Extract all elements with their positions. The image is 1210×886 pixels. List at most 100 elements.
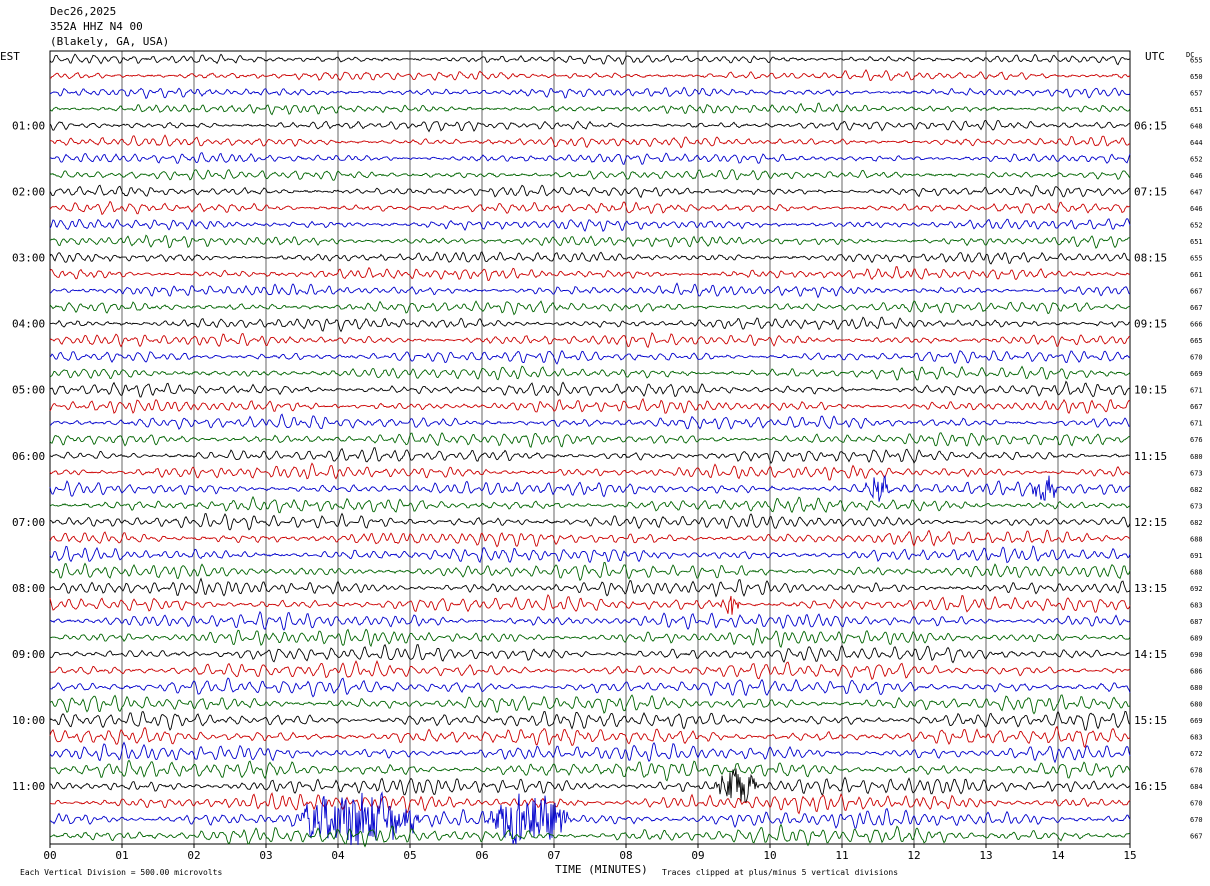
trace-row-36 [49,643,1131,664]
x-tick-label: 04 [331,849,345,862]
x-tick-label: 12 [907,849,920,862]
trace-row-6 [49,152,1131,166]
trace-row-18 [49,349,1131,365]
trace-row-8 [49,184,1131,199]
trace-row-24 [49,447,1131,465]
trace-row-35 [49,627,1131,648]
trace-row-30 [49,545,1131,564]
trace-row-10 [49,218,1131,232]
trace-row-9 [49,200,1131,216]
dc-offset-label: 680 [1190,684,1203,692]
trace-row-27 [49,495,1131,514]
est-hour-label: 10:00 [12,714,45,727]
dc-offset-label: 650 [1190,73,1203,81]
dc-offset-label: 652 [1190,155,1203,163]
utc-hour-label: 16:15 [1134,780,1167,793]
trace-row-38 [49,677,1131,698]
label-group: 01:00 06:15 02:00 07:15 03:00 08:15 04:00 09:15… [12,56,1203,862]
station-date: Dec26,2025 [50,5,117,18]
trace-group [49,53,1131,848]
trace-row-5 [49,134,1131,149]
dc-offset-label: 686 [1190,668,1203,676]
est-hour-label: 05:00 [12,384,45,397]
trace-row-7 [49,169,1131,181]
trace-row-15 [49,300,1131,316]
dc-offset-label: 687 [1190,618,1203,626]
trace-row-45 [49,792,1131,815]
trace-row-29 [49,529,1131,548]
trace-row-43 [49,759,1131,782]
utc-hour-label: 10:15 [1134,384,1167,397]
dc-offset-label: 670 [1190,816,1203,824]
dc-offset-label: 673 [1190,502,1203,510]
station-location: (Blakely, GA, USA) [50,35,170,48]
dc-offset-label: 667 [1190,288,1203,296]
dc-offset-label: 648 [1190,122,1203,130]
trace-row-46 [49,791,1131,846]
dc-offset-label: 683 [1190,601,1203,609]
dc-offset-label: 682 [1190,486,1203,494]
x-tick-label: 13 [979,849,992,862]
dc-header-label: DC [1186,51,1194,59]
dc-offset-label: 691 [1190,552,1203,560]
est-hour-label: 06:00 [12,450,45,463]
trace-row-17 [49,332,1131,349]
dc-offset-label: 644 [1190,139,1203,147]
dc-offset-label: 667 [1190,304,1203,312]
trace-row-44 [50,768,1131,804]
scale-note: Each Vertical Division = 500.00 microvol… [20,868,222,877]
trace-row-2 [49,86,1131,100]
left-timezone-label: EST [0,50,20,63]
utc-hour-label: 06:15 [1134,119,1167,132]
utc-hour-label: 08:15 [1134,252,1167,265]
trace-row-41 [49,725,1131,749]
est-hour-label: 11:00 [12,780,45,793]
est-hour-label: 01:00 [12,119,45,132]
dc-offset-label: 665 [1190,337,1203,345]
dc-offset-label: 670 [1190,800,1203,808]
dc-offset-label: 688 [1190,535,1203,543]
dc-offset-label: 646 [1190,205,1203,213]
dc-offset-label: 657 [1190,89,1203,97]
x-tick-label: 01 [115,849,128,862]
trace-row-1 [49,69,1131,82]
x-tick-label: 05 [403,849,416,862]
utc-hour-label: 14:15 [1134,648,1167,661]
trace-row-37 [49,659,1131,681]
trace-row-25 [49,462,1131,481]
dc-offset-label: 672 [1190,750,1203,758]
dc-offset-label: 678 [1190,767,1203,775]
dc-offset-label: 689 [1190,634,1203,642]
utc-hour-label: 07:15 [1134,185,1167,198]
trace-row-16 [49,316,1131,333]
x-tick-label: 02 [187,849,200,862]
x-tick-label: 14 [1051,849,1065,862]
x-tick-label: 08 [619,849,632,862]
utc-hour-label: 13:15 [1134,582,1167,595]
trace-row-42 [49,741,1131,764]
dc-offset-label: 683 [1190,734,1203,742]
dc-offset-label: 669 [1190,717,1203,725]
trace-row-4 [49,119,1131,133]
est-hour-label: 07:00 [12,516,45,529]
trace-row-23 [49,432,1131,448]
dc-offset-label: 669 [1190,370,1203,378]
trace-row-33 [49,593,1131,615]
dc-offset-label: 680 [1190,701,1203,709]
x-tick-label: 00 [43,849,56,862]
dc-offset-label: 667 [1190,403,1203,411]
trace-row-31 [49,562,1131,582]
dc-offset-label: 671 [1190,420,1203,428]
dc-offset-label: 688 [1190,568,1203,576]
grid-lines [49,50,1131,845]
dc-offset-label: 692 [1190,585,1203,593]
est-hour-label: 02:00 [12,185,45,198]
dc-offset-label: 647 [1190,188,1203,196]
trace-row-0 [49,53,1131,66]
trace-row-26 [49,475,1131,502]
utc-hour-label: 15:15 [1134,714,1167,727]
trace-row-39 [49,694,1131,715]
dc-offset-label: 646 [1190,172,1203,180]
utc-hour-label: 12:15 [1134,516,1167,529]
